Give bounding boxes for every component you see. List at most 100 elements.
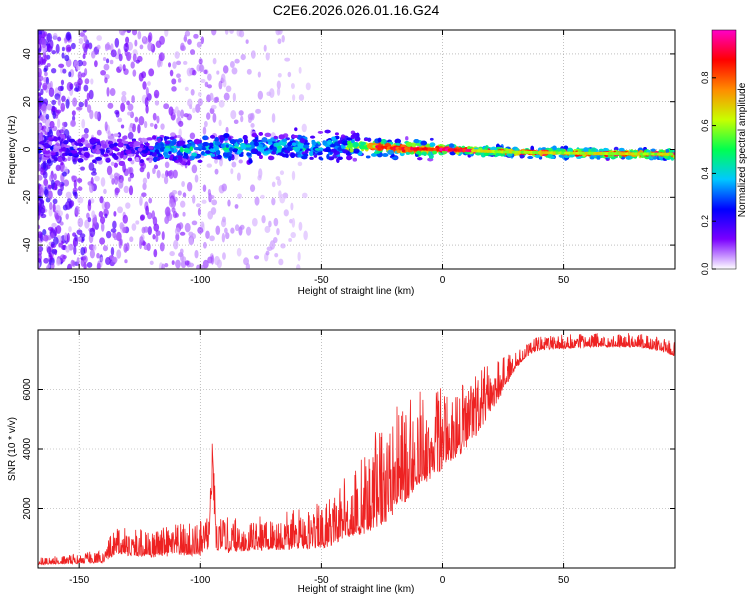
spectrogram-cell xyxy=(147,226,152,236)
spectrogram-cell xyxy=(51,262,55,269)
spectrogram-cell xyxy=(231,67,238,75)
spectrogram-cell xyxy=(87,217,92,223)
spectrogram-cell xyxy=(135,220,140,225)
spectrogram-cell xyxy=(236,149,242,155)
spectrogram-cell xyxy=(603,148,609,151)
spectrogram-cell xyxy=(94,175,100,182)
spectrogram-cell xyxy=(349,148,354,153)
spectrogram-cell xyxy=(374,151,381,154)
spectrogram-cell xyxy=(519,154,525,159)
spectrogram-cell xyxy=(281,34,285,43)
spectrogram-cell xyxy=(221,216,226,223)
spectrogram-cell xyxy=(279,194,286,204)
spectrogram-cell xyxy=(183,147,190,153)
spectrogram-cell xyxy=(236,172,241,181)
spectrogram-cell xyxy=(273,237,278,244)
spectrogram-cell xyxy=(566,147,574,153)
spectrogram-cell xyxy=(144,97,149,107)
spectrogram-cell xyxy=(47,184,53,189)
spectrogram-cell xyxy=(186,160,191,166)
spectrogram-cell xyxy=(42,170,48,179)
spectrogram-cell xyxy=(191,220,198,226)
spectrogram-cell xyxy=(139,140,144,145)
spectrogram-cell xyxy=(297,251,301,262)
spectrogram-cell xyxy=(53,236,59,245)
spectrogram-cell xyxy=(135,154,140,158)
spectrogram-cell xyxy=(288,238,293,243)
spectrogram-x-tick-label: 50 xyxy=(558,275,570,286)
spectrogram-cell xyxy=(113,133,120,137)
spectrogram-cell xyxy=(153,248,158,258)
spectrogram-cell xyxy=(147,212,153,220)
spectrogram-cell xyxy=(291,142,297,147)
spectrogram-cell xyxy=(110,161,115,166)
spectrogram-cell xyxy=(429,142,436,147)
spectrogram-cell xyxy=(38,245,44,253)
spectrogram-cell xyxy=(206,163,212,168)
spectrogram-cell xyxy=(168,197,174,208)
spectrogram-cell xyxy=(45,127,50,133)
spectrogram-cell xyxy=(38,174,43,181)
spectrogram-cell xyxy=(67,157,71,161)
spectrogram-cell xyxy=(148,145,154,150)
spectrogram-cell xyxy=(38,133,43,143)
colorbar-bar xyxy=(712,30,736,269)
spectrogram-cell xyxy=(188,237,194,246)
spectrogram-cell xyxy=(53,157,59,162)
spectrogram-cell xyxy=(246,68,252,75)
spectrogram-cell xyxy=(346,155,352,161)
spectrogram-cell xyxy=(50,152,56,156)
spectrogram-cell xyxy=(116,249,122,259)
spectrogram-cell xyxy=(271,181,276,188)
spectrogram-cell xyxy=(182,155,188,159)
spectrogram-cell xyxy=(38,231,43,239)
spectrogram-cell xyxy=(178,128,182,137)
spectrogram-cell xyxy=(285,153,289,158)
spectrogram-cell xyxy=(125,202,131,209)
spectrogram-cell xyxy=(89,249,95,259)
spectrogram-cell xyxy=(367,137,372,142)
spectrogram-cell xyxy=(193,138,201,145)
spectrogram-cell xyxy=(70,42,76,50)
spectrogram-cell xyxy=(130,159,135,165)
spectrogram-cell xyxy=(139,236,144,244)
spectrogram-cell xyxy=(52,203,56,213)
spectrogram-cell xyxy=(116,138,123,143)
spectrogram-cell xyxy=(42,157,49,160)
spectrogram-cell xyxy=(299,137,306,144)
spectrogram-cell xyxy=(233,119,239,125)
spectrogram-cell xyxy=(236,247,242,257)
spectrogram-heatmap xyxy=(38,30,675,269)
spectrogram-cell xyxy=(277,145,283,149)
spectrogram-cell xyxy=(51,154,55,159)
spectrogram-cell xyxy=(265,250,270,256)
spectrogram-cell xyxy=(249,184,256,192)
spectrogram-cell xyxy=(57,210,63,217)
spectrogram-cell xyxy=(177,77,182,83)
spectrogram-cell xyxy=(129,172,135,179)
spectrogram-cell xyxy=(123,140,129,145)
spectrogram-cell xyxy=(46,264,51,269)
spectrogram-cell xyxy=(77,138,82,144)
spectrogram-cell xyxy=(228,155,232,162)
spectrogram-cell xyxy=(109,59,114,65)
spectrogram-cell xyxy=(124,259,128,264)
spectrogram-cell xyxy=(222,65,229,74)
spectrogram-cell xyxy=(311,141,317,146)
spectrogram-cell xyxy=(193,33,199,39)
spectrogram-cell xyxy=(287,142,292,147)
spectrogram-cell xyxy=(98,211,104,218)
spectrogram-cell xyxy=(143,226,149,233)
spectrogram-cell xyxy=(65,149,71,154)
spectrogram-cell xyxy=(89,227,96,238)
spectrogram-cell xyxy=(415,143,421,146)
spectrogram-cell xyxy=(225,144,229,148)
spectrogram-cell xyxy=(652,156,658,160)
spectrogram-x-tick-label: 0 xyxy=(440,275,446,286)
spectrogram-cell xyxy=(175,259,181,269)
spectrogram-cell xyxy=(130,61,135,69)
spectrogram-cell xyxy=(135,156,140,162)
spectrogram-cell xyxy=(259,155,263,160)
spectrogram-cell xyxy=(57,156,63,162)
spectrogram-cell xyxy=(42,229,47,236)
